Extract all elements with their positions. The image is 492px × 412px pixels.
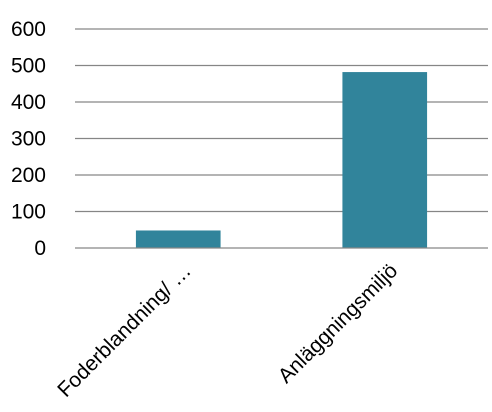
x-category-label: Foderblandning/ … — [53, 259, 196, 402]
y-tick-label: 300 — [11, 128, 46, 151]
y-tick-label: 200 — [11, 164, 46, 187]
bar — [135, 230, 221, 248]
y-tick-label: 100 — [11, 201, 46, 224]
x-category-label: Anläggningsmiljö — [274, 259, 403, 388]
y-tick-label: 500 — [11, 55, 46, 78]
bars — [135, 72, 428, 248]
y-axis-tick-labels: 0 100 200 300 400 500 600 — [11, 18, 46, 260]
x-axis-category-labels: Foderblandning/ … Anläggningsmiljö — [53, 259, 402, 402]
y-tick-label: 400 — [11, 91, 46, 114]
bar — [342, 72, 428, 248]
y-tick-label: 600 — [11, 18, 46, 41]
y-tick-label: 0 — [34, 237, 46, 260]
